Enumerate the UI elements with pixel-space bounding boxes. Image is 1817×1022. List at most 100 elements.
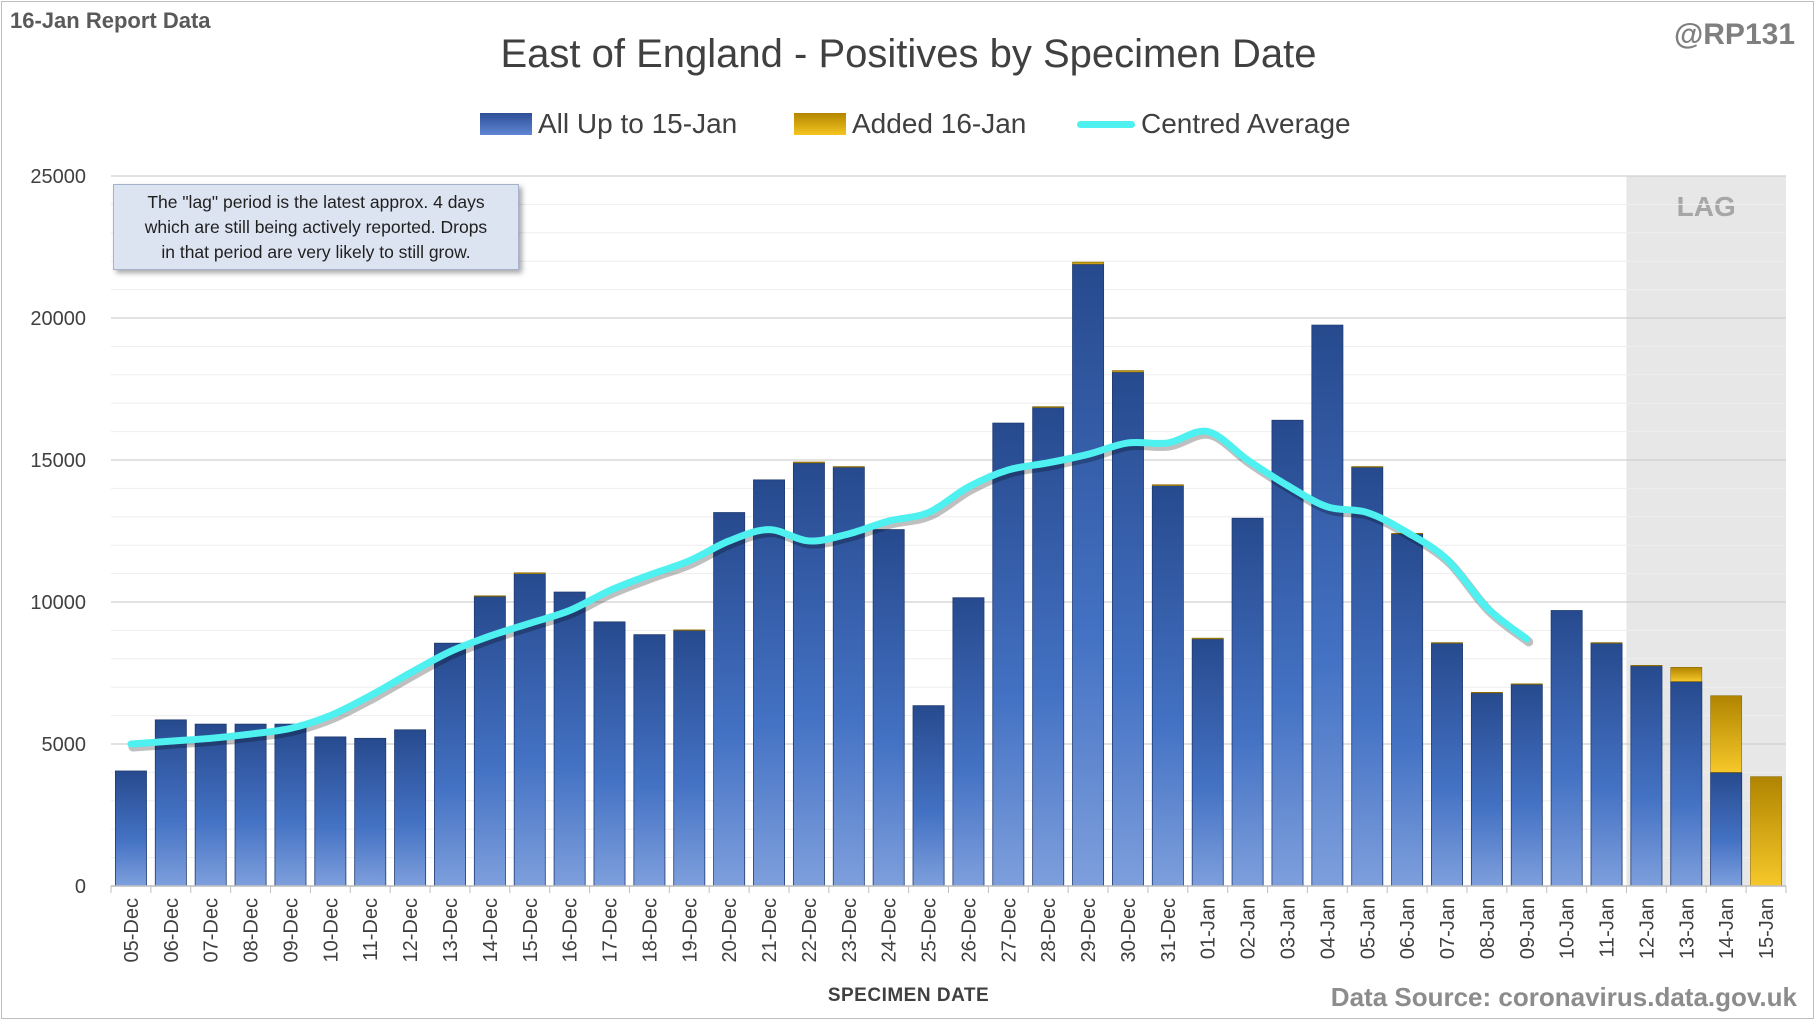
bar-all-21-Dec <box>753 479 785 887</box>
legend-swatch-added <box>794 113 846 135</box>
x-tick-label: 20-Dec <box>719 898 741 962</box>
x-tick-label: 04-Jan <box>1317 898 1339 959</box>
bar-all-25-Dec <box>912 705 945 887</box>
legend-item-added: Added 16-Jan <box>794 108 1026 140</box>
bar-added-14-Jan <box>1710 695 1743 773</box>
bar-all-13-Dec <box>434 642 466 887</box>
lag-note-line1: The "lag" period is the latest approx. 4… <box>147 192 485 212</box>
legend-item-average: Centred Average <box>1077 108 1351 140</box>
x-tick-label: 05-Jan <box>1357 898 1379 959</box>
x-tick-label: 07-Jan <box>1437 898 1459 959</box>
y-tick-label: 10000 <box>30 592 86 614</box>
x-tick-label: 02-Jan <box>1238 898 1260 959</box>
x-tick-label: 25-Dec <box>919 898 941 962</box>
bar-all-31-Dec <box>1151 485 1184 887</box>
bar-added-11-Jan <box>1590 642 1623 644</box>
x-tick-label: 13-Jan <box>1676 898 1698 959</box>
x-tick-label: 13-Dec <box>440 898 462 962</box>
bar-all-10-Jan <box>1550 610 1583 887</box>
bar-all-09-Dec <box>274 723 307 887</box>
x-tick-label: 12-Jan <box>1636 898 1658 959</box>
x-tick-label: 22-Dec <box>799 898 821 962</box>
x-tick-label: 11-Jan <box>1597 898 1619 958</box>
legend-label-added: Added 16-Jan <box>852 108 1027 139</box>
bar-all-30-Dec <box>1112 371 1144 887</box>
lag-note-line2: which are still being actively reported.… <box>144 217 488 237</box>
legend-label-average: Centred Average <box>1141 108 1351 139</box>
x-tick-label: 10-Dec <box>320 898 342 962</box>
bar-all-02-Jan <box>1231 517 1264 887</box>
x-tick-label: 17-Dec <box>600 898 622 962</box>
bar-all-07-Jan <box>1431 642 1463 887</box>
bar-all-24-Dec <box>872 529 905 887</box>
bar-added-23-Dec <box>832 466 865 468</box>
legend-swatch-all <box>480 113 532 135</box>
x-tick-label: 09-Dec <box>280 898 302 962</box>
y-tick-label: 15000 <box>30 450 86 472</box>
gridlines <box>111 175 1786 887</box>
x-tick-label: 21-Dec <box>759 898 781 962</box>
bar-all-05-Jan <box>1351 466 1384 887</box>
bar-all-07-Dec <box>194 723 227 887</box>
x-tick-label: 23-Dec <box>839 898 861 962</box>
x-tick-label: 01-Jan <box>1198 898 1220 959</box>
bar-added-01-Jan <box>1191 637 1224 640</box>
y-tick-label: 5000 <box>42 734 87 756</box>
bar-all-12-Jan <box>1630 665 1663 887</box>
x-tick-label: 11-Dec <box>360 898 382 961</box>
x-tick-label: 29-Dec <box>1078 898 1100 962</box>
bar-all-14-Jan <box>1710 772 1743 887</box>
y-tick-label: 0 <box>75 876 86 898</box>
report-date-label: 16-Jan Report Data <box>10 8 211 33</box>
x-tick-label: 18-Dec <box>639 898 661 962</box>
y-tick-label: 25000 <box>30 166 86 188</box>
x-tick-label: 14-Jan <box>1716 898 1738 959</box>
bar-added-22-Dec <box>793 461 825 464</box>
bar-added-13-Jan <box>1670 667 1703 682</box>
legend-swatch-average <box>1077 120 1135 128</box>
bar-all-18-Dec <box>633 634 666 887</box>
bar-all-29-Dec <box>1072 263 1105 887</box>
bar-all-13-Jan <box>1670 681 1703 887</box>
x-tick-label: 31-Dec <box>1158 898 1180 962</box>
x-tick-label: 28-Dec <box>1038 898 1060 962</box>
y-tick-label: 20000 <box>30 308 86 330</box>
bar-added-14-Dec <box>474 595 506 597</box>
bar-added-15-Jan <box>1750 776 1782 887</box>
bar-all-27-Dec <box>992 422 1025 887</box>
bar-all-04-Jan <box>1311 324 1344 887</box>
bar-all-16-Dec <box>553 591 586 887</box>
bar-all-05-Dec <box>114 770 147 887</box>
x-tick-label: 08-Jan <box>1477 898 1499 959</box>
x-tick-label: 12-Dec <box>400 898 422 962</box>
chart-title: East of England - Positives by Specimen … <box>500 32 1317 76</box>
bar-all-26-Dec <box>952 597 985 887</box>
x-tick-label: 19-Dec <box>679 898 701 962</box>
bar-all-06-Dec <box>154 719 187 887</box>
x-tick-label: 06-Dec <box>161 898 183 962</box>
lag-note: The "lag" period is the latest approx. 4… <box>113 184 519 270</box>
bar-added-28-Dec <box>1032 406 1065 408</box>
bar-all-10-Dec <box>314 736 347 887</box>
bar-added-19-Dec <box>673 629 706 631</box>
bar-added-31-Dec <box>1151 484 1184 486</box>
data-source: Data Source: coronavirus.data.gov.uk <box>1330 982 1797 1012</box>
x-tick-label: 08-Dec <box>241 898 263 962</box>
x-tick-label: 06-Jan <box>1397 898 1419 959</box>
x-tick-label: 07-Dec <box>201 898 223 962</box>
lag-label: LAG <box>1677 191 1736 222</box>
bar-all-12-Dec <box>394 729 427 887</box>
average-line-path <box>127 427 1531 748</box>
bar-added-05-Jan <box>1351 466 1384 468</box>
x-tick-label: 26-Dec <box>958 898 980 962</box>
legend-label-all: All Up to 15-Jan <box>538 108 738 139</box>
x-tick-label: 15-Dec <box>520 898 542 962</box>
bar-added-07-Jan <box>1431 642 1463 644</box>
bar-all-20-Dec <box>713 512 746 887</box>
bar-all-14-Dec <box>473 595 506 887</box>
x-tick-label: 09-Jan <box>1517 898 1539 959</box>
bar-added-12-Jan <box>1630 665 1663 667</box>
x-tick-label: 14-Dec <box>480 898 502 962</box>
